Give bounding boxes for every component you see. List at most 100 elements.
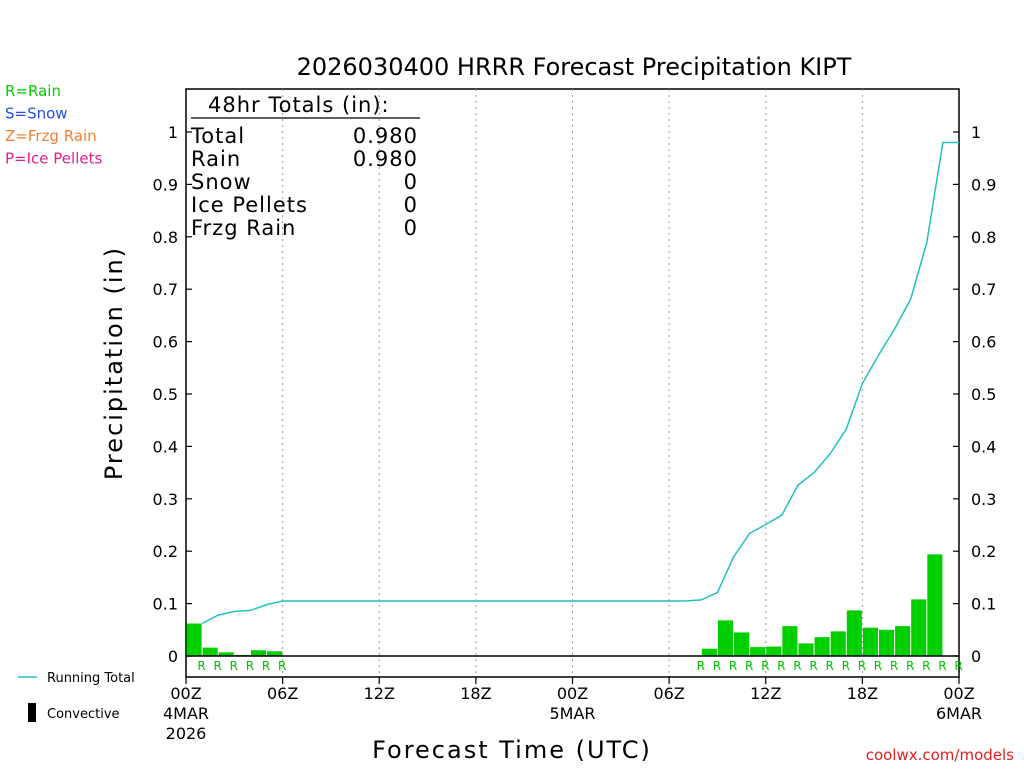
ptype-legend-item: S=Snow	[5, 105, 68, 123]
x-tick-year: 2026	[166, 724, 207, 743]
y-tick-label: 1	[168, 123, 178, 142]
precip-bar	[878, 629, 895, 656]
totals-value: 0	[404, 216, 418, 240]
precip-bar	[250, 650, 267, 656]
ptype-label: R	[825, 659, 833, 673]
ptype-label: R	[890, 659, 898, 673]
ptype-label: R	[246, 659, 254, 673]
y-tick-label-right: 0.5	[971, 385, 996, 404]
y-tick-label: 0.8	[153, 228, 178, 247]
y-tick-label-right: 0.4	[971, 437, 996, 456]
precip-bar	[734, 632, 750, 656]
y-tick-label-right: 0.8	[971, 228, 996, 247]
totals-heading: 48hr Totals (in):	[208, 93, 390, 117]
y-tick-label: 0.5	[153, 385, 178, 404]
x-tick-label: 00Z	[943, 684, 974, 703]
y-tick-label-right: 0.6	[971, 333, 996, 352]
precip-bar	[766, 646, 782, 656]
precip-bar	[862, 627, 878, 656]
totals-label: Total	[190, 124, 245, 148]
x-tick-label: 00Z	[557, 684, 588, 703]
ptype-legend: R=Rain S=Snow Z=Frzg Rain P=Ice Pellets	[5, 82, 102, 168]
precip-bar	[701, 648, 717, 656]
gridlines	[282, 89, 863, 677]
ptype-legend-item: R=Rain	[5, 82, 61, 100]
ptype-label: R	[713, 659, 721, 673]
running-total-legend-label: Running Total	[47, 671, 135, 686]
x-tick-label: 18Z	[460, 684, 491, 703]
ptype-legend-item: P=Ice Pellets	[5, 150, 102, 168]
x-tick-date: 5MAR	[549, 704, 595, 723]
totals-rows: Total 0.980 Rain 0.980 Snow 0 Ice Pellets 0 Frzg…	[190, 124, 418, 240]
credit-text: coolwx.com/models	[866, 746, 1014, 764]
x-tick-label: 18Z	[847, 684, 878, 703]
ptype-label: R	[938, 659, 946, 673]
ptype-label: R	[906, 659, 914, 673]
ptype-label: R	[197, 659, 205, 673]
y-axis-label: Precipitation (in)	[100, 246, 128, 480]
y-tick-label-right: 0	[971, 647, 981, 666]
y-tick-label-right: 0.2	[971, 542, 996, 561]
precip-bar	[927, 554, 943, 656]
running-total-line	[201, 141, 959, 625]
precip-bar	[782, 626, 798, 656]
chart-title: 2026030400 HRRR Forecast Precipitation K…	[297, 53, 852, 81]
totals-value: 0.980	[353, 124, 418, 148]
precip-bar	[186, 623, 202, 656]
ptype-label: R	[809, 659, 817, 673]
y-tick-label: 0.4	[153, 437, 178, 456]
totals-value: 0	[404, 193, 418, 217]
y-tick-label-right: 0.9	[971, 175, 996, 194]
precip-bar	[202, 647, 218, 656]
totals-value: 0.980	[353, 147, 418, 171]
precip-bar	[895, 626, 911, 656]
convective-legend-label: Convective	[47, 707, 120, 722]
x-tick-date: 4MAR	[163, 704, 209, 723]
ptype-labels: R R R R R R R R R R R R R R R R R R R R R RR	[197, 659, 962, 673]
x-tick-label: 06Z	[653, 684, 684, 703]
bar-series	[186, 554, 943, 656]
y-tick-label: 0.2	[153, 542, 178, 561]
precip-bar	[267, 651, 283, 656]
ptype-label: R	[858, 659, 866, 673]
x-tick-label: 06Z	[267, 684, 298, 703]
ptype-label: R	[761, 659, 769, 673]
ptype-label: R	[745, 659, 753, 673]
ptype-label: R	[777, 659, 785, 673]
ptype-label: R	[278, 659, 286, 673]
convective-legend-swatch	[28, 703, 36, 722]
y-tick-label-right: 0.7	[971, 280, 996, 299]
totals-value: 0	[404, 170, 418, 194]
precip-bar	[218, 652, 234, 656]
x-tick-label: 12Z	[750, 684, 781, 703]
precip-bar	[798, 643, 814, 656]
ptype-label: R	[262, 659, 270, 673]
x-tick-label: 12Z	[364, 684, 395, 703]
precip-bar	[911, 599, 927, 656]
y-axis-ticks: 0 00.1 0.10.2 0.20.3 0.30.4 0.40.5 0.50.6 0.60.…	[153, 123, 997, 666]
y-tick-label: 0	[168, 647, 178, 666]
totals-label: Rain	[191, 147, 241, 171]
totals-label: Ice Pellets	[191, 193, 308, 217]
ptype-label: R	[874, 659, 882, 673]
y-tick-label-right: 1	[971, 123, 981, 142]
y-tick-label-right: 0.3	[971, 490, 996, 509]
totals-label: Snow	[191, 170, 252, 194]
ptype-label: R	[954, 659, 962, 673]
totals-label: Frzg Rain	[191, 216, 296, 240]
y-tick-label: 0.7	[153, 280, 178, 299]
x-tick-date: 6MAR	[936, 704, 982, 723]
x-axis-label: Forecast Time (UTC)	[372, 736, 652, 764]
y-tick-label: 0.9	[153, 175, 178, 194]
precip-bar	[846, 610, 862, 656]
ptype-label: R	[214, 659, 222, 673]
ptype-label: R	[842, 659, 850, 673]
precip-bar	[814, 637, 830, 656]
y-tick-label-right: 0.1	[971, 595, 996, 614]
y-tick-label: 0.6	[153, 333, 178, 352]
precip-bar	[830, 631, 846, 656]
precip-bar	[750, 647, 766, 656]
ptype-label: R	[729, 659, 737, 673]
ptype-label: R	[793, 659, 801, 673]
